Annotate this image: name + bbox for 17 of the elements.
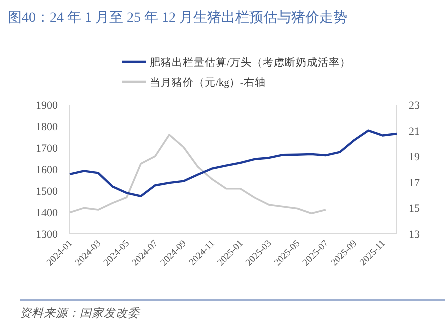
y-tick-label: 1600 <box>36 164 58 176</box>
y2-tick-label: 13 <box>409 229 420 241</box>
y-tick-label: 1400 <box>36 208 58 220</box>
y2-tick-label: 21 <box>409 126 420 138</box>
y2-tick-label: 23 <box>409 100 420 112</box>
y-tick-label: 1800 <box>36 122 58 134</box>
text: 资料来源：国家发改委 <box>20 307 141 320</box>
chart-title: 图40：24 年 1 月至 25 年 12 月生猪出栏预估与猪价走势 <box>8 10 348 26</box>
y-tick-label: 1900 <box>36 100 58 112</box>
y-tick-label: 1300 <box>36 229 58 241</box>
y2-tick-label: 19 <box>409 152 420 164</box>
legend-label: 当月猪价（元/kg）-右轴 <box>150 76 266 89</box>
legend-label: 肥猪出栏量估算/万头（考虑断奶成活率） <box>150 56 351 69</box>
y2-tick-label: 17 <box>409 177 420 190</box>
y-tick-label: 1500 <box>36 186 58 198</box>
y-tick-label: 1700 <box>36 143 58 155</box>
y2-tick-label: 15 <box>409 203 420 216</box>
